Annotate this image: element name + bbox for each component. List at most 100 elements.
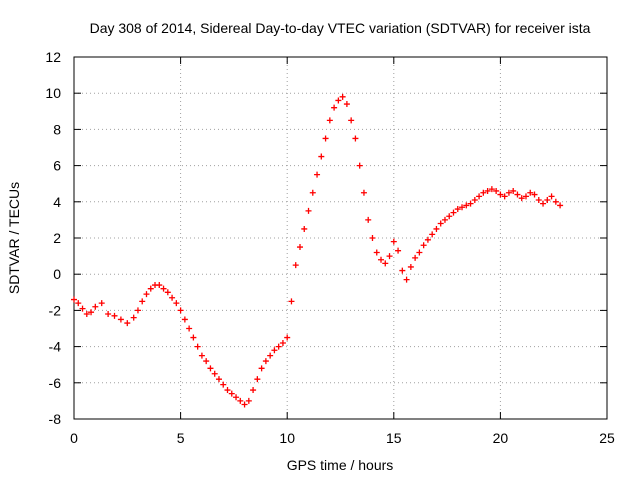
x-tick-label: 0	[70, 430, 78, 446]
data-point	[335, 97, 342, 104]
y-axis-label: SDTVAR / TECUs	[6, 182, 22, 294]
y-tick-label: 12	[45, 49, 61, 65]
y-tick-label: 0	[53, 266, 61, 282]
data-point	[403, 276, 410, 283]
data-point	[378, 256, 385, 263]
data-point	[527, 189, 534, 196]
data-point	[386, 253, 393, 260]
data-point	[339, 93, 346, 100]
data-point	[173, 300, 180, 307]
x-tick-label: 10	[279, 430, 295, 446]
data-point	[124, 320, 131, 327]
data-point	[484, 187, 491, 194]
data-point	[117, 316, 124, 323]
x-tick-label: 20	[493, 430, 509, 446]
data-point	[318, 153, 325, 160]
data-point	[331, 104, 338, 111]
data-point	[181, 316, 188, 323]
data-point	[143, 291, 150, 298]
data-point	[471, 196, 478, 203]
data-point	[501, 193, 508, 200]
data-point	[467, 200, 474, 207]
data-point	[169, 294, 176, 301]
data-point	[271, 347, 278, 354]
data-point	[463, 202, 470, 209]
data-point	[356, 162, 363, 169]
data-point	[352, 135, 359, 142]
axis-ticks	[73, 56, 608, 420]
data-point	[130, 314, 137, 321]
data-point	[186, 325, 193, 332]
data-point	[326, 117, 333, 124]
y-tick-label: -6	[49, 375, 62, 391]
x-axis-label: GPS time / hours	[287, 457, 394, 473]
data-point	[429, 231, 436, 238]
data-point	[544, 196, 551, 203]
data-point	[348, 117, 355, 124]
data-point	[241, 401, 248, 408]
data-point	[309, 189, 316, 196]
data-point	[267, 352, 274, 359]
y-tick-label: 2	[53, 230, 61, 246]
data-point	[98, 300, 105, 307]
data-point	[493, 187, 500, 194]
data-point	[518, 195, 525, 202]
data-point	[454, 206, 461, 213]
data-point	[314, 171, 321, 178]
x-tick-label: 5	[177, 430, 185, 446]
data-point	[497, 191, 504, 198]
data-point	[360, 189, 367, 196]
data-point	[522, 193, 529, 200]
x-tick-labels: 0 5 10 15 20 25	[70, 430, 615, 446]
data-point	[224, 387, 231, 394]
data-point	[412, 254, 419, 261]
data-point	[134, 307, 141, 314]
data-point	[228, 390, 235, 397]
data-point	[510, 187, 517, 194]
data-point	[92, 303, 99, 310]
data-point	[288, 298, 295, 305]
data-point	[382, 260, 389, 267]
data-point	[407, 263, 414, 270]
y-tick-labels: -8 -6 -4 -2 0 2 4 6 8 10 12	[45, 49, 61, 427]
data-point	[83, 311, 90, 318]
data-point	[245, 397, 252, 404]
data-point	[446, 213, 453, 220]
data-point	[71, 296, 77, 303]
data-point	[441, 216, 448, 223]
data-point	[254, 376, 261, 383]
data-point	[211, 370, 218, 377]
data-point	[305, 207, 312, 214]
data-point	[262, 358, 269, 365]
y-tick-label: 6	[53, 158, 61, 174]
data-point	[292, 262, 299, 269]
data-point	[552, 198, 559, 205]
data-point	[531, 191, 538, 198]
data-point	[365, 216, 372, 223]
data-point	[416, 249, 423, 256]
data-point	[237, 397, 244, 404]
data-point	[450, 209, 457, 216]
data-point	[203, 358, 210, 365]
data-point	[488, 186, 495, 193]
x-tick-label: 25	[599, 430, 615, 446]
data-point	[75, 300, 82, 307]
data-point	[540, 200, 547, 207]
data-point	[88, 309, 95, 316]
data-point	[369, 235, 376, 241]
data-point	[535, 196, 542, 203]
data-point	[390, 238, 397, 245]
y-tick-label: 10	[45, 85, 61, 101]
data-point	[160, 285, 167, 292]
data-point	[395, 247, 402, 254]
data-point	[198, 352, 205, 359]
data-point	[207, 365, 214, 372]
data-point	[557, 202, 564, 209]
data-point	[399, 267, 406, 274]
data-point	[250, 387, 257, 394]
data-point	[190, 334, 197, 341]
data-point	[548, 193, 555, 200]
data-point	[105, 311, 112, 318]
data-point	[514, 191, 521, 198]
data-point	[215, 376, 222, 383]
